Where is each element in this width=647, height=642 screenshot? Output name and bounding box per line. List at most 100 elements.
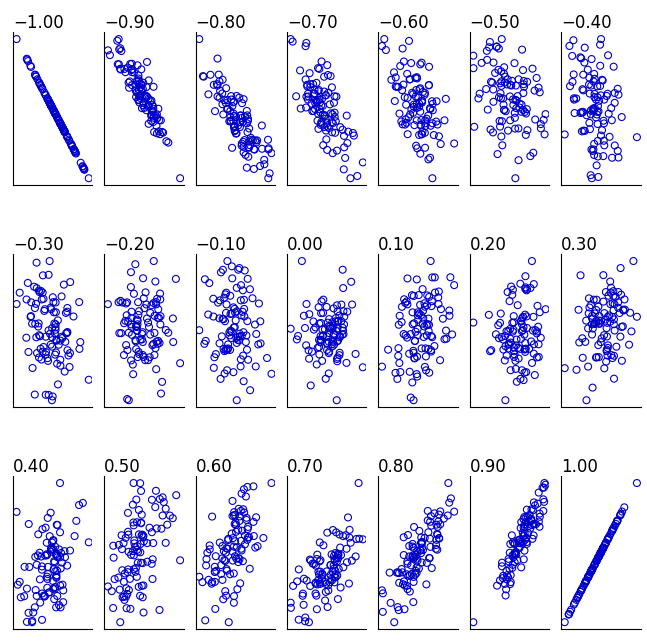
Point bbox=[508, 537, 518, 548]
Point bbox=[200, 615, 210, 625]
Point bbox=[133, 319, 143, 329]
Point bbox=[423, 344, 433, 354]
Text: 0.60: 0.60 bbox=[195, 458, 232, 476]
Point bbox=[523, 521, 533, 532]
Point bbox=[322, 602, 333, 612]
Point bbox=[626, 326, 637, 336]
Point bbox=[234, 504, 244, 514]
Point bbox=[526, 515, 536, 525]
Point bbox=[596, 316, 606, 326]
Point bbox=[129, 289, 139, 299]
Point bbox=[333, 306, 343, 317]
Point bbox=[494, 116, 505, 126]
Point bbox=[506, 281, 516, 291]
Point bbox=[424, 553, 435, 563]
Point bbox=[137, 530, 148, 540]
Point bbox=[30, 303, 40, 313]
Point bbox=[422, 558, 432, 568]
Point bbox=[405, 74, 415, 84]
Point bbox=[121, 340, 131, 350]
Point bbox=[518, 531, 529, 541]
Point bbox=[50, 108, 60, 118]
Point bbox=[27, 616, 38, 626]
Point bbox=[210, 106, 220, 116]
Point bbox=[529, 279, 539, 290]
Point bbox=[412, 352, 422, 362]
Point bbox=[47, 392, 58, 402]
Point bbox=[47, 103, 58, 114]
Point bbox=[45, 340, 56, 350]
Point bbox=[581, 395, 591, 405]
Point bbox=[203, 89, 214, 100]
Point bbox=[531, 73, 542, 83]
Point bbox=[83, 173, 94, 184]
Point bbox=[481, 84, 491, 94]
Point bbox=[524, 343, 534, 354]
Point bbox=[48, 544, 58, 554]
Point bbox=[598, 542, 609, 553]
Point bbox=[253, 340, 263, 350]
Point bbox=[79, 164, 89, 175]
Point bbox=[226, 261, 237, 272]
Point bbox=[337, 329, 347, 340]
Point bbox=[36, 294, 47, 304]
Point bbox=[32, 348, 42, 358]
Point bbox=[223, 345, 233, 355]
Point bbox=[509, 311, 519, 321]
Point bbox=[42, 94, 52, 104]
Point bbox=[45, 531, 55, 541]
Point bbox=[238, 351, 248, 361]
Point bbox=[36, 81, 46, 91]
Point bbox=[223, 343, 233, 354]
Point bbox=[426, 331, 437, 341]
Point bbox=[49, 318, 60, 329]
Point bbox=[48, 535, 58, 545]
Point bbox=[619, 294, 630, 304]
Point bbox=[239, 135, 250, 145]
Point bbox=[79, 164, 89, 175]
Point bbox=[439, 115, 450, 125]
Point bbox=[417, 126, 428, 137]
Point bbox=[240, 539, 250, 550]
Point bbox=[345, 173, 356, 184]
Point bbox=[69, 144, 79, 154]
Point bbox=[159, 497, 169, 507]
Point bbox=[628, 256, 639, 266]
Point bbox=[115, 43, 126, 53]
Point bbox=[217, 99, 228, 109]
Point bbox=[519, 76, 529, 86]
Point bbox=[322, 338, 333, 349]
Point bbox=[587, 311, 597, 321]
Point bbox=[320, 595, 330, 605]
Point bbox=[133, 310, 144, 320]
Point bbox=[580, 577, 591, 587]
Point bbox=[130, 335, 140, 345]
Point bbox=[574, 337, 584, 347]
Point bbox=[509, 342, 519, 352]
Point bbox=[222, 566, 232, 576]
Point bbox=[391, 82, 401, 92]
Point bbox=[217, 331, 227, 342]
Point bbox=[507, 530, 517, 541]
Point bbox=[256, 338, 266, 349]
Point bbox=[576, 586, 586, 596]
Point bbox=[30, 69, 40, 80]
Point bbox=[417, 284, 428, 294]
Point bbox=[338, 265, 348, 275]
Text: 0.00: 0.00 bbox=[287, 236, 324, 254]
Point bbox=[236, 535, 247, 546]
Point bbox=[152, 113, 162, 123]
Point bbox=[33, 529, 43, 539]
Point bbox=[591, 555, 602, 566]
Point bbox=[330, 548, 340, 558]
Point bbox=[151, 111, 161, 121]
Point bbox=[587, 329, 597, 340]
Point bbox=[313, 579, 323, 589]
Point bbox=[595, 548, 606, 559]
Point bbox=[39, 306, 49, 316]
Point bbox=[488, 57, 499, 67]
Point bbox=[320, 577, 330, 587]
Point bbox=[304, 309, 314, 319]
Point bbox=[32, 560, 42, 570]
Point bbox=[347, 299, 357, 309]
